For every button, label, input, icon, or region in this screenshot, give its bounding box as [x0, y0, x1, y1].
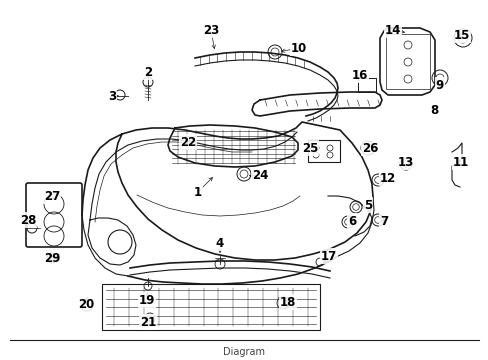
- Text: 23: 23: [203, 23, 219, 36]
- Text: 10: 10: [290, 41, 306, 54]
- Bar: [385, 34, 429, 89]
- Text: 29: 29: [44, 252, 60, 265]
- Text: 24: 24: [251, 168, 267, 181]
- Text: 21: 21: [140, 315, 156, 328]
- Text: 17: 17: [320, 249, 336, 262]
- Text: 16: 16: [351, 68, 367, 81]
- Text: 2: 2: [143, 66, 152, 78]
- Text: 4: 4: [215, 237, 224, 249]
- Text: 8: 8: [429, 104, 437, 117]
- Text: Diagram: Diagram: [223, 347, 265, 357]
- Text: 9: 9: [435, 78, 443, 91]
- Text: 15: 15: [453, 28, 469, 41]
- Text: 26: 26: [361, 141, 377, 154]
- Text: 27: 27: [44, 189, 60, 202]
- Text: 25: 25: [301, 141, 318, 154]
- Text: 7: 7: [379, 215, 387, 228]
- Bar: [102, 284, 319, 330]
- Bar: [307, 140, 339, 162]
- Text: 14: 14: [384, 23, 400, 36]
- Text: 20: 20: [78, 298, 94, 311]
- Text: 5: 5: [363, 198, 371, 212]
- Text: 6: 6: [347, 215, 355, 228]
- Text: 1: 1: [194, 185, 202, 198]
- Text: 3: 3: [108, 90, 116, 103]
- Text: 28: 28: [20, 213, 36, 226]
- Bar: [357, 78, 375, 92]
- Text: 12: 12: [379, 171, 395, 185]
- Text: 19: 19: [139, 293, 155, 306]
- Text: 18: 18: [279, 296, 296, 309]
- Text: 22: 22: [180, 135, 196, 149]
- Text: 11: 11: [452, 156, 468, 168]
- Text: 13: 13: [397, 156, 413, 168]
